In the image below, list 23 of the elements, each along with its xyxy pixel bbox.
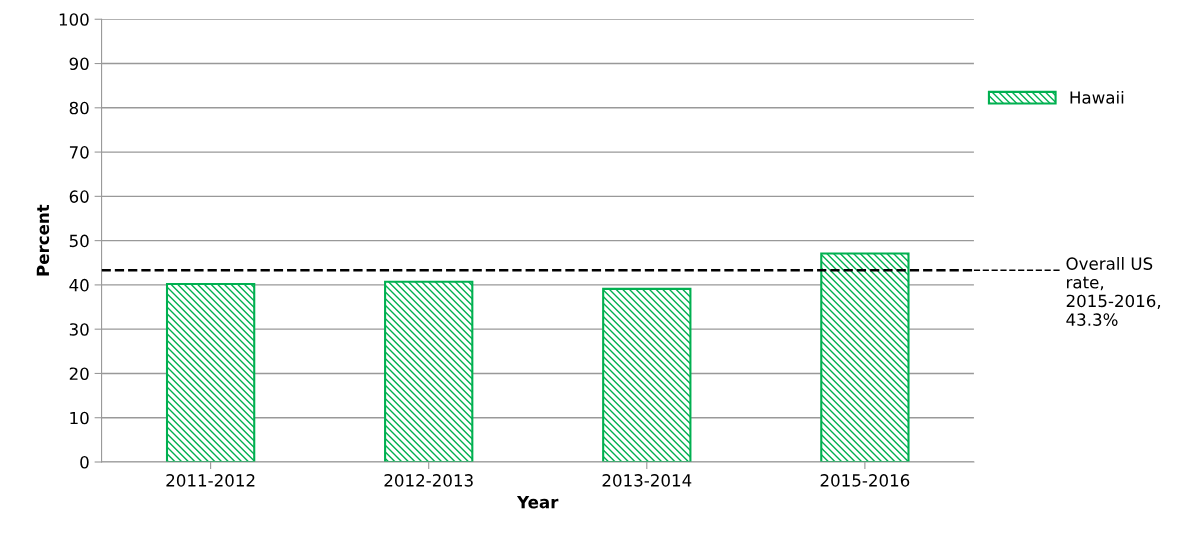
y-tick-label: 80 bbox=[69, 101, 89, 115]
bar bbox=[820, 252, 910, 462]
x-axis-title: Year bbox=[516, 496, 559, 509]
y-tick-label: 30 bbox=[69, 323, 89, 336]
y-axis-title: Percent bbox=[36, 204, 50, 276]
y-tick-label: 70 bbox=[69, 146, 89, 159]
y-tick-label: 40 bbox=[69, 278, 89, 292]
x-tick-label: 2011-2012 bbox=[166, 474, 255, 487]
legend-label: Hawaii bbox=[1070, 90, 1124, 104]
bar bbox=[384, 280, 474, 462]
y-tick-label: 10 bbox=[70, 411, 89, 425]
ref-line-label: Overall US rate, 2015-2016, 43.3% bbox=[1066, 257, 1161, 326]
y-tick-label: 50 bbox=[69, 234, 89, 248]
y-tick-label: 90 bbox=[69, 57, 89, 71]
x-tick-label: 2012-2013 bbox=[384, 474, 473, 487]
bar bbox=[602, 287, 692, 462]
y-tick-label: 20 bbox=[69, 367, 89, 381]
y-tick-label: 0 bbox=[80, 455, 89, 469]
y-tick-label: 100 bbox=[59, 13, 89, 26]
x-tick-label: 2013-2014 bbox=[602, 474, 692, 487]
x-tick-label: 2015-2016 bbox=[820, 474, 910, 487]
y-tick-label: 60 bbox=[69, 190, 89, 203]
bar bbox=[165, 282, 256, 462]
